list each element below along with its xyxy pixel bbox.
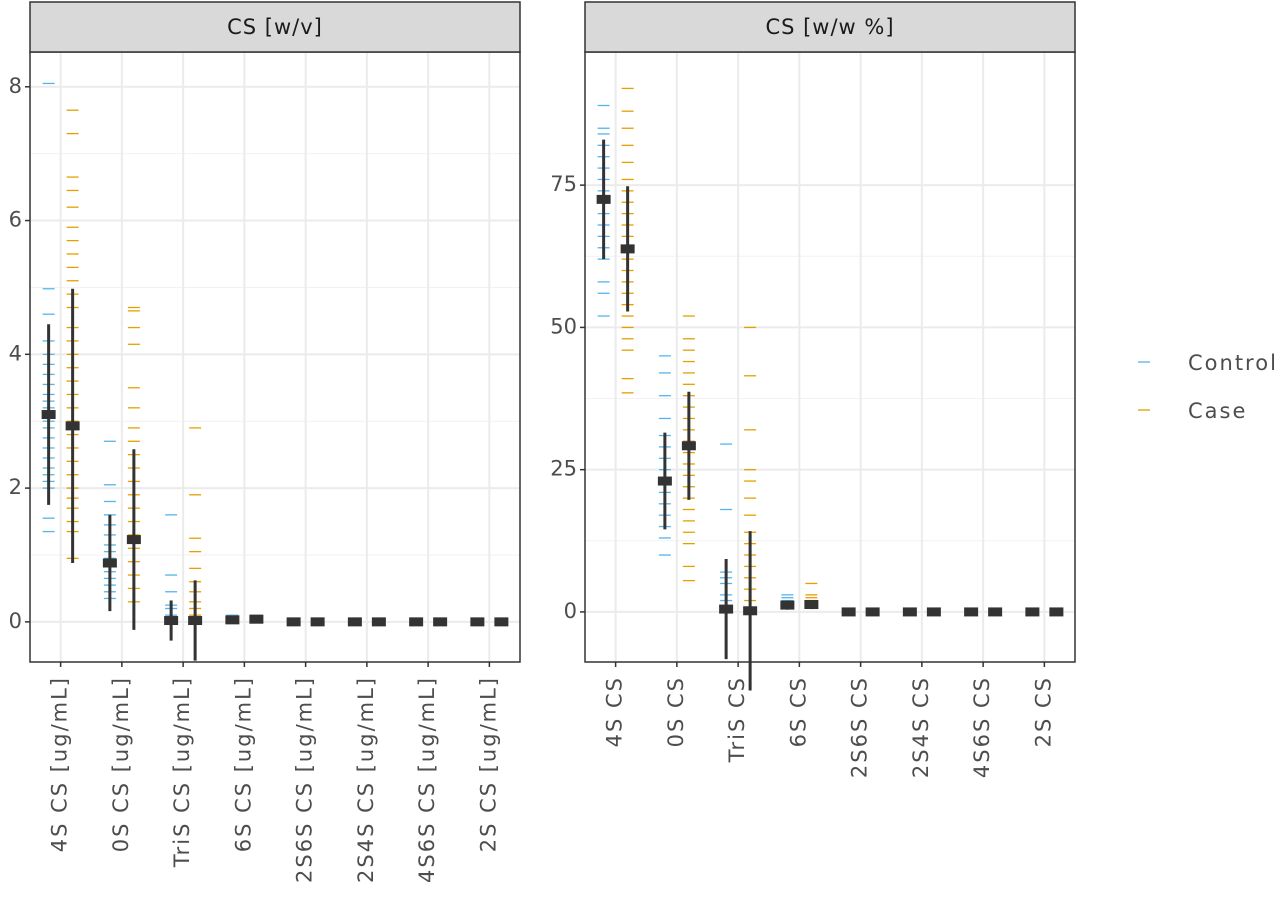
mean-point [596, 194, 611, 204]
mean-point [1025, 607, 1040, 617]
strip-background [584, 1, 1076, 53]
x-tick-label: 2S4S CS [ug/mL] [354, 676, 378, 883]
legend-label: Case [1188, 399, 1247, 423]
mean-point [65, 421, 80, 431]
mean-point [743, 606, 758, 616]
x-tick-label: 0S CS [ug/mL] [109, 676, 133, 852]
mean-point [841, 607, 856, 617]
mean-point [433, 617, 448, 627]
x-tick-label: 4S CS [603, 676, 627, 747]
mean-point [988, 607, 1003, 617]
x-tick-label: 2S4S CS [909, 676, 933, 778]
y-tick-label: 4 [9, 341, 22, 365]
facet-strip: CS [w/v] [29, 1, 521, 53]
series [620, 87, 1064, 691]
x-tick-label: 6S CS [786, 676, 810, 747]
x-tick-label: 6S CS [ug/mL] [231, 676, 255, 852]
mean-point [126, 535, 141, 545]
mean-point [964, 607, 979, 617]
y-tick-label: 50 [550, 314, 577, 338]
mean-point [620, 244, 635, 254]
x-tick-label: 0S CS [664, 676, 688, 747]
x-tick-label: 2S CS [ug/mL] [476, 676, 500, 852]
x-tick-label: 2S CS [1031, 676, 1055, 747]
x-tick-label: TriS CS [ug/mL] [170, 676, 194, 868]
x-tick-label: 4S CS [ug/mL] [48, 676, 72, 852]
mean-point [902, 607, 917, 617]
y-tick-label: 6 [9, 208, 22, 232]
series [65, 109, 509, 661]
mean-point [865, 607, 880, 617]
x-tick-label: TriS CS [725, 676, 749, 763]
mean-point [409, 617, 424, 627]
mean-point [494, 617, 509, 627]
mean-point [804, 600, 819, 610]
strip-title: CS [w/w %] [765, 15, 894, 39]
facet-strip: CS [w/w %] [584, 1, 1076, 53]
legend-label: Control [1188, 351, 1278, 375]
mean-point [310, 617, 325, 627]
mean-point [657, 476, 672, 486]
mean-point [719, 604, 734, 614]
mean-point [780, 600, 795, 610]
mean-point [681, 441, 696, 451]
mean-point [41, 410, 56, 420]
mean-point [225, 615, 240, 625]
strip-title: CS [w/v] [227, 15, 323, 39]
mean-point [926, 607, 941, 617]
mean-point [188, 616, 203, 626]
mean-point [371, 617, 386, 627]
y-tick-label: 0 [564, 599, 577, 623]
mean-point [347, 617, 362, 627]
mean-point [102, 558, 117, 568]
x-tick-label: 2S6S CS [848, 676, 872, 778]
mean-point [164, 616, 179, 626]
y-tick-label: 2 [9, 475, 22, 499]
series [596, 104, 1040, 660]
x-tick-label: 2S6S CS [ug/mL] [293, 676, 317, 883]
series [41, 82, 485, 641]
strip-background [29, 1, 521, 53]
y-tick-label: 75 [550, 172, 577, 196]
x-tick-label: 4S6S CS [970, 676, 994, 778]
panel-background [30, 52, 520, 662]
mean-point [286, 617, 301, 627]
mean-point [249, 614, 264, 624]
mean-point [470, 617, 485, 627]
x-tick-label: 4S6S CS [ug/mL] [415, 676, 439, 883]
y-tick-label: 8 [9, 74, 22, 98]
mean-point [1049, 607, 1064, 617]
panel-background [585, 52, 1075, 662]
y-tick-label: 0 [9, 609, 22, 633]
y-tick-label: 25 [550, 457, 577, 481]
